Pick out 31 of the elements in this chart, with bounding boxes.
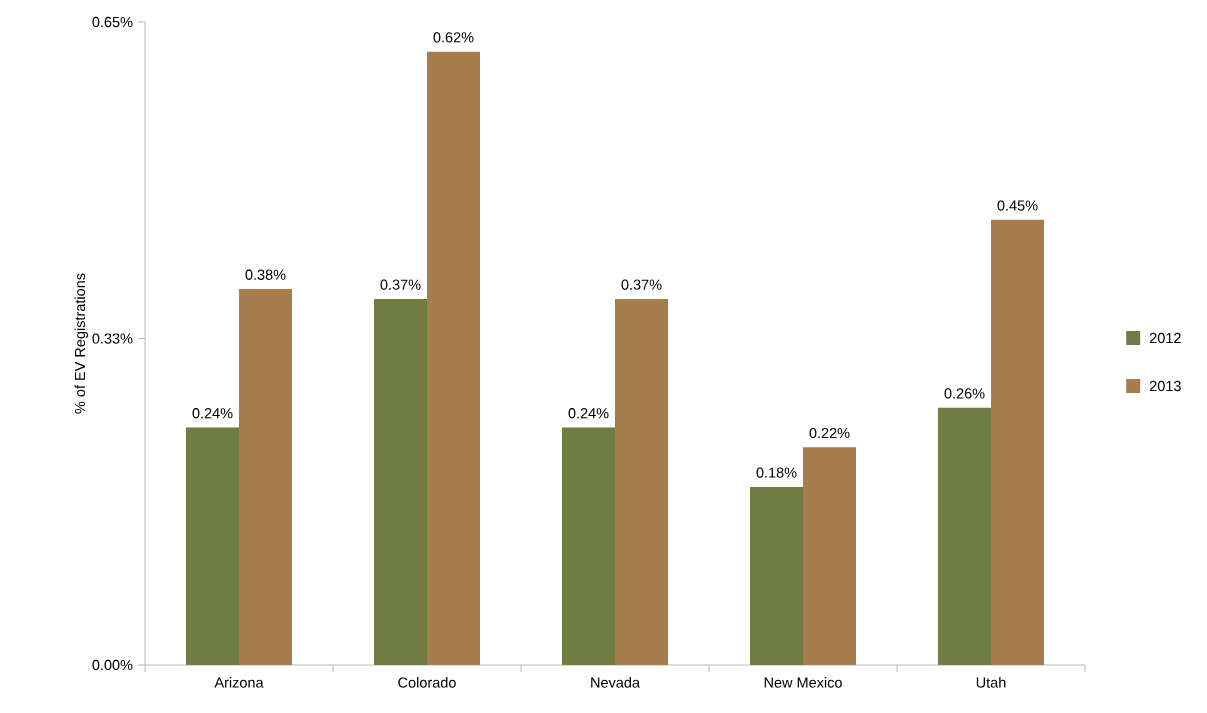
y-tick-label: 0.33% <box>92 333 133 344</box>
data-label: 0.18% <box>756 467 797 478</box>
data-label: 0.37% <box>621 279 662 290</box>
data-label: 0.37% <box>380 279 421 290</box>
y-axis-title: % of EV Registrations <box>74 273 88 414</box>
y-tick-label: 0.00% <box>92 659 133 671</box>
bar <box>239 289 292 665</box>
data-label: 0.45% <box>997 200 1038 211</box>
data-label: 0.62% <box>433 32 474 43</box>
bar <box>186 427 239 665</box>
data-label: 0.26% <box>944 388 985 399</box>
x-tick-label: New Mexico <box>764 677 842 688</box>
y-tick-label: 0.65% <box>92 16 133 28</box>
bar <box>562 427 615 665</box>
data-label: 0.24% <box>192 408 233 419</box>
x-tick-label: Nevada <box>591 677 640 688</box>
x-tick-label: Arizona <box>214 677 264 688</box>
data-label: 0.22% <box>809 427 850 439</box>
bar <box>750 486 803 665</box>
data-label: 0.24% <box>568 408 609 419</box>
bar <box>938 407 992 665</box>
legend-label: 2012 <box>1149 332 1181 344</box>
x-tick-label: Colorado <box>398 677 456 688</box>
bar <box>991 219 1045 665</box>
legend-label: 2013 <box>1149 380 1181 392</box>
bar <box>427 51 480 665</box>
bar <box>615 298 668 665</box>
x-tick-label: Utah <box>976 677 1006 688</box>
data-label: 0.38% <box>245 269 286 280</box>
bar <box>374 298 427 665</box>
bar <box>803 447 857 665</box>
